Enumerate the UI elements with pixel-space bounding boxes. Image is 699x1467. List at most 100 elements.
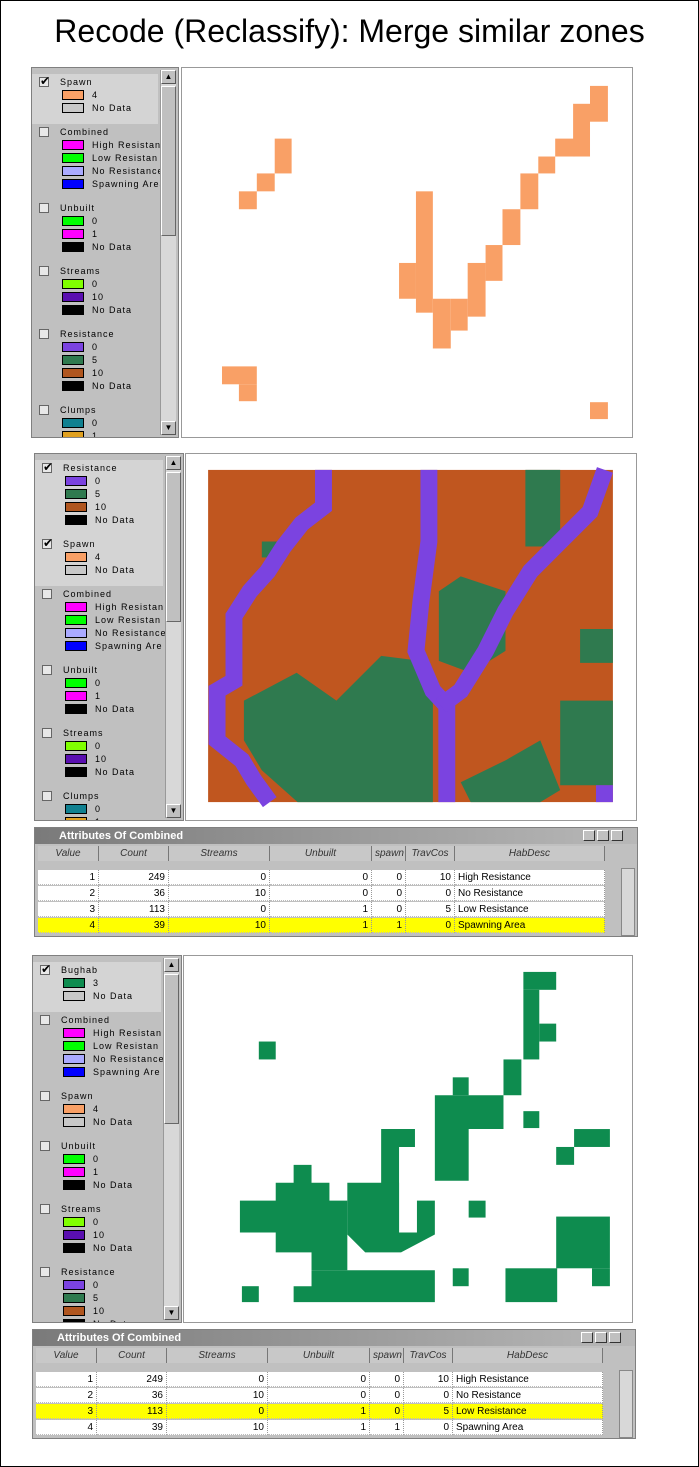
window-button[interactable] — [595, 1332, 607, 1343]
layer-entry: ✔ Resistance 0 5 10 No Data — [35, 460, 163, 536]
scroll-up[interactable]: ▲ — [161, 70, 176, 84]
table-cell: 0 — [270, 886, 372, 901]
legend-label: 1 — [92, 229, 99, 239]
layer-checkbox[interactable] — [42, 791, 52, 801]
legend-label: Low Resistan — [95, 615, 162, 625]
legend-swatch — [65, 678, 87, 688]
legend-swatch — [65, 804, 87, 814]
legend-swatch — [62, 242, 84, 252]
window-button[interactable] — [597, 830, 609, 841]
layer-checkbox[interactable]: ✔ — [40, 962, 53, 976]
scroll-down[interactable]: ▼ — [161, 421, 176, 435]
table-cell: 113 — [99, 902, 169, 917]
scroll-up[interactable]: ▲ — [164, 958, 179, 972]
layer-entry: Clumps 0 1 — [32, 402, 158, 438]
legend-label: 0 — [93, 1154, 100, 1164]
legend-label: 0 — [93, 1280, 100, 1290]
map-spawn — [181, 67, 633, 438]
row-background — [36, 1388, 603, 1403]
table-cell: 0 — [268, 1388, 370, 1403]
layer-checkbox[interactable]: ✔ — [42, 460, 55, 474]
layer-checkbox[interactable] — [40, 1091, 50, 1101]
legend-label: 0 — [92, 418, 99, 428]
table-of-contents: ✔ Bughab 3 No Data Combined High Resistan Low … — [32, 955, 182, 1323]
window-button[interactable] — [581, 1332, 593, 1343]
legend-label: High Resistan — [93, 1028, 163, 1038]
legend-label: No Resistance — [92, 166, 164, 176]
legend-swatch — [63, 1167, 85, 1177]
legend-swatch — [65, 691, 87, 701]
table-cell: 0 — [169, 870, 270, 885]
layer-name: Bughab — [61, 965, 99, 975]
legend-label: 5 — [92, 355, 99, 365]
legend-swatch — [63, 991, 85, 1001]
legend-label: 0 — [92, 216, 99, 226]
legend-label: No Data — [95, 515, 136, 525]
legend-label: 0 — [92, 279, 99, 289]
layer-checkbox[interactable] — [40, 1267, 50, 1277]
table-cell: 0 — [370, 1404, 404, 1419]
legend-label: Spawning Are — [95, 641, 163, 651]
layer-checkbox[interactable] — [40, 1141, 50, 1151]
legend-label: Spawning Are — [93, 1067, 161, 1077]
table-cell: No Resistance — [455, 886, 605, 901]
layer-checkbox[interactable] — [39, 329, 49, 339]
legend-label: 0 — [95, 804, 102, 814]
scroll-thumb — [161, 86, 176, 236]
scrollbar: ▲ ▼ — [163, 958, 179, 1320]
column-header: Count — [99, 846, 169, 861]
legend-label: 1 — [92, 431, 99, 438]
column-header: Value — [38, 846, 99, 861]
row-background — [38, 886, 605, 901]
table-scrollbar — [621, 868, 635, 936]
legend-swatch — [65, 565, 87, 575]
layer-checkbox[interactable] — [40, 1015, 50, 1025]
legend-swatch — [62, 292, 84, 302]
legend-swatch — [63, 1217, 85, 1227]
layer-checkbox[interactable] — [39, 127, 49, 137]
legend-swatch — [62, 342, 84, 352]
window-button[interactable] — [583, 830, 595, 841]
window-button[interactable] — [609, 1332, 621, 1343]
legend-label: No Data — [95, 704, 136, 714]
legend-swatch — [63, 1319, 85, 1322]
table-cell: 1 — [270, 902, 372, 917]
table-cell: 39 — [97, 1420, 167, 1435]
scroll-down[interactable]: ▼ — [166, 804, 181, 818]
layer-name: Clumps — [60, 405, 97, 415]
layer-checkbox[interactable] — [39, 266, 49, 276]
layer-checkbox[interactable] — [39, 405, 49, 415]
legend-swatch — [63, 1280, 85, 1290]
scroll-down[interactable]: ▼ — [164, 1306, 179, 1320]
layer-checkbox[interactable] — [39, 203, 49, 213]
layer-checkbox[interactable]: ✔ — [42, 536, 55, 550]
layer-checkbox[interactable]: ✔ — [39, 74, 52, 88]
legend-label: 10 — [95, 754, 108, 764]
table-cell: 1 — [268, 1404, 370, 1419]
layer-checkbox[interactable] — [42, 728, 52, 738]
table-cell: 0 — [404, 1388, 453, 1403]
legend-label: 10 — [93, 1306, 106, 1316]
column-header: HabDesc — [453, 1348, 603, 1363]
legend-label: 0 — [95, 741, 102, 751]
column-header: Count — [97, 1348, 167, 1363]
layer-checkbox[interactable] — [42, 589, 52, 599]
table-cell: 0 — [169, 902, 270, 917]
legend-label: 0 — [95, 476, 102, 486]
scroll-up[interactable]: ▲ — [166, 456, 181, 470]
layer-checkbox[interactable] — [40, 1204, 50, 1214]
column-header: Unbuilt — [270, 846, 372, 861]
attribute-table: Attributes Of Combined Value Count Streams U… — [32, 1329, 636, 1439]
table-cell: 113 — [97, 1404, 167, 1419]
table-cell: 1 — [370, 1420, 404, 1435]
layer-entry: ✔ Bughab 3 No Data — [33, 962, 161, 1012]
legend-label: No Data — [93, 1243, 134, 1253]
table-of-contents: ✔ Resistance 0 5 10 No Data ✔ Spawn 4 No Data Comb… — [34, 453, 184, 821]
window-title: Attributes Of Combined — [35, 828, 637, 844]
column-header: spawn — [370, 1348, 404, 1363]
legend-swatch — [63, 1117, 85, 1127]
table-cell: 5 — [406, 902, 455, 917]
row-background — [36, 1372, 603, 1387]
window-button[interactable] — [611, 830, 623, 841]
layer-checkbox[interactable] — [42, 665, 52, 675]
